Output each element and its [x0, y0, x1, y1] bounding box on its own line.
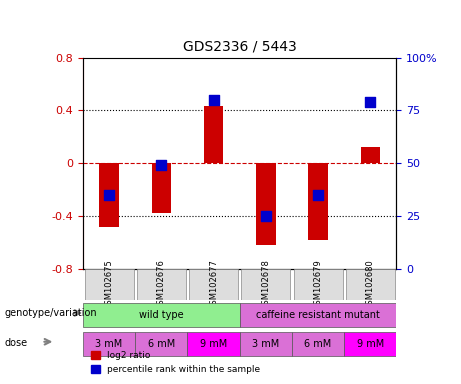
FancyBboxPatch shape: [240, 303, 396, 327]
FancyBboxPatch shape: [292, 331, 344, 356]
FancyBboxPatch shape: [137, 270, 186, 300]
Text: GSM102679: GSM102679: [313, 259, 323, 310]
FancyBboxPatch shape: [83, 331, 135, 356]
Bar: [99, 163, 119, 227]
Bar: [204, 106, 224, 163]
FancyBboxPatch shape: [188, 331, 240, 356]
Text: 3 mM: 3 mM: [95, 339, 123, 349]
Text: 9 mM: 9 mM: [200, 339, 227, 349]
Bar: [256, 163, 276, 245]
Text: 3 mM: 3 mM: [252, 339, 279, 349]
Bar: [361, 147, 380, 163]
Text: genotype/variation: genotype/variation: [5, 308, 97, 318]
FancyBboxPatch shape: [135, 331, 188, 356]
Point: [158, 162, 165, 169]
FancyBboxPatch shape: [83, 303, 240, 327]
Text: 6 mM: 6 mM: [304, 339, 332, 349]
Text: GSM102676: GSM102676: [157, 259, 166, 310]
Bar: [308, 163, 328, 240]
Text: wild type: wild type: [139, 310, 183, 320]
Point: [262, 213, 270, 219]
FancyBboxPatch shape: [346, 270, 395, 300]
Bar: [152, 163, 171, 214]
Point: [366, 99, 374, 105]
Text: dose: dose: [5, 338, 28, 348]
Text: GSM102675: GSM102675: [105, 259, 113, 310]
Text: 6 mM: 6 mM: [148, 339, 175, 349]
FancyBboxPatch shape: [84, 270, 134, 300]
Text: GSM102680: GSM102680: [366, 259, 375, 310]
Title: GDS2336 / 5443: GDS2336 / 5443: [183, 40, 296, 54]
FancyBboxPatch shape: [294, 270, 343, 300]
FancyBboxPatch shape: [240, 331, 292, 356]
Point: [210, 97, 217, 103]
Text: GSM102677: GSM102677: [209, 259, 218, 310]
Text: GSM102678: GSM102678: [261, 259, 270, 310]
Text: caffeine resistant mutant: caffeine resistant mutant: [256, 310, 380, 320]
Point: [314, 192, 322, 198]
Legend: log2 ratio, percentile rank within the sample: log2 ratio, percentile rank within the s…: [88, 348, 264, 377]
FancyBboxPatch shape: [189, 270, 238, 300]
Point: [106, 192, 113, 198]
FancyBboxPatch shape: [241, 270, 290, 300]
FancyBboxPatch shape: [344, 331, 396, 356]
Text: 9 mM: 9 mM: [357, 339, 384, 349]
